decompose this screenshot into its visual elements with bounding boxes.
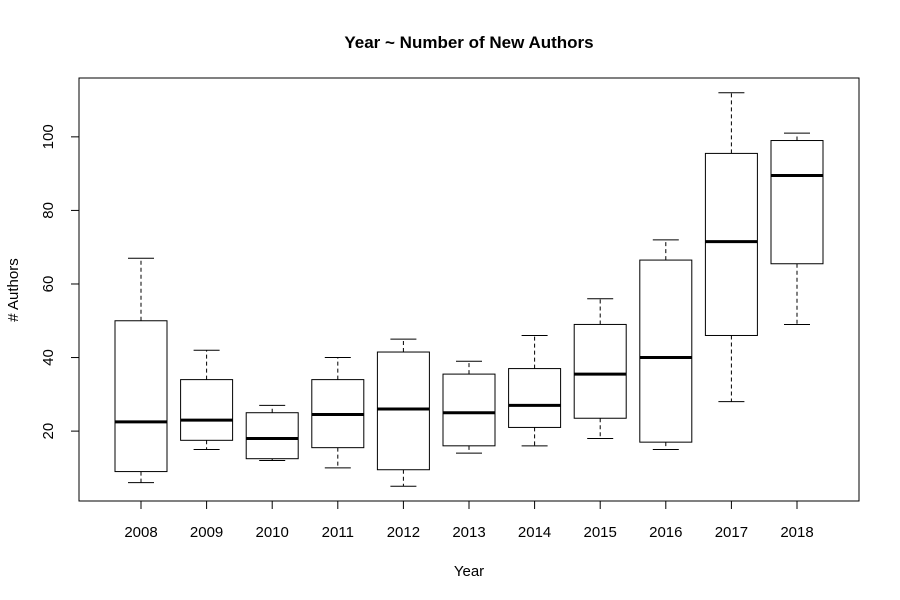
x-axis-label: Year	[454, 563, 484, 580]
y-axis: 20 40 60 80 100	[40, 124, 80, 440]
y-tick-label: 100	[40, 124, 57, 149]
y-axis-label: # Authors	[5, 258, 22, 321]
iqr-box	[245, 412, 299, 460]
box-2013	[442, 360, 496, 454]
iqr-box	[180, 379, 234, 441]
x-tick-label: 2009	[190, 524, 223, 541]
x-tick-label: 2015	[584, 524, 617, 541]
box-2011	[311, 357, 365, 469]
iqr-box	[114, 320, 168, 473]
x-tick-label: 2018	[780, 524, 813, 541]
y-tick-label: 60	[40, 276, 57, 293]
x-tick-label: 2012	[387, 524, 420, 541]
x-tick-label: 2011	[322, 524, 354, 541]
box-2014	[508, 334, 562, 447]
x-tick-label: 2017	[715, 524, 748, 541]
box-2015	[573, 298, 627, 439]
y-tick-label: 80	[40, 202, 57, 219]
iqr-box	[704, 152, 758, 336]
y-tick-label: 20	[40, 423, 57, 440]
x-tick-label: 2016	[649, 524, 682, 541]
box-2018	[770, 132, 824, 325]
box-2017	[704, 92, 758, 403]
iqr-box	[508, 368, 562, 428]
boxes-group	[114, 92, 824, 487]
chart-title: Year ~ Number of New Authors	[344, 33, 593, 52]
x-tick-label: 2010	[256, 524, 289, 541]
y-tick-label: 40	[40, 349, 57, 366]
box-2008	[114, 257, 168, 484]
iqr-box	[770, 140, 824, 265]
iqr-box	[639, 259, 693, 443]
iqr-box	[573, 323, 627, 419]
box-2016	[639, 239, 693, 451]
x-axis: 2008 2009 2010 2011 2012 2013 2014 2015 2016 2017…	[124, 500, 814, 541]
x-tick-label: 2008	[124, 524, 157, 541]
box-2012	[376, 338, 430, 487]
box-2009	[180, 349, 234, 451]
x-tick-label: 2014	[518, 524, 551, 541]
x-tick-label: 2013	[452, 524, 485, 541]
box-2010	[245, 404, 299, 462]
iqr-box	[442, 373, 496, 447]
iqr-box	[376, 351, 430, 471]
